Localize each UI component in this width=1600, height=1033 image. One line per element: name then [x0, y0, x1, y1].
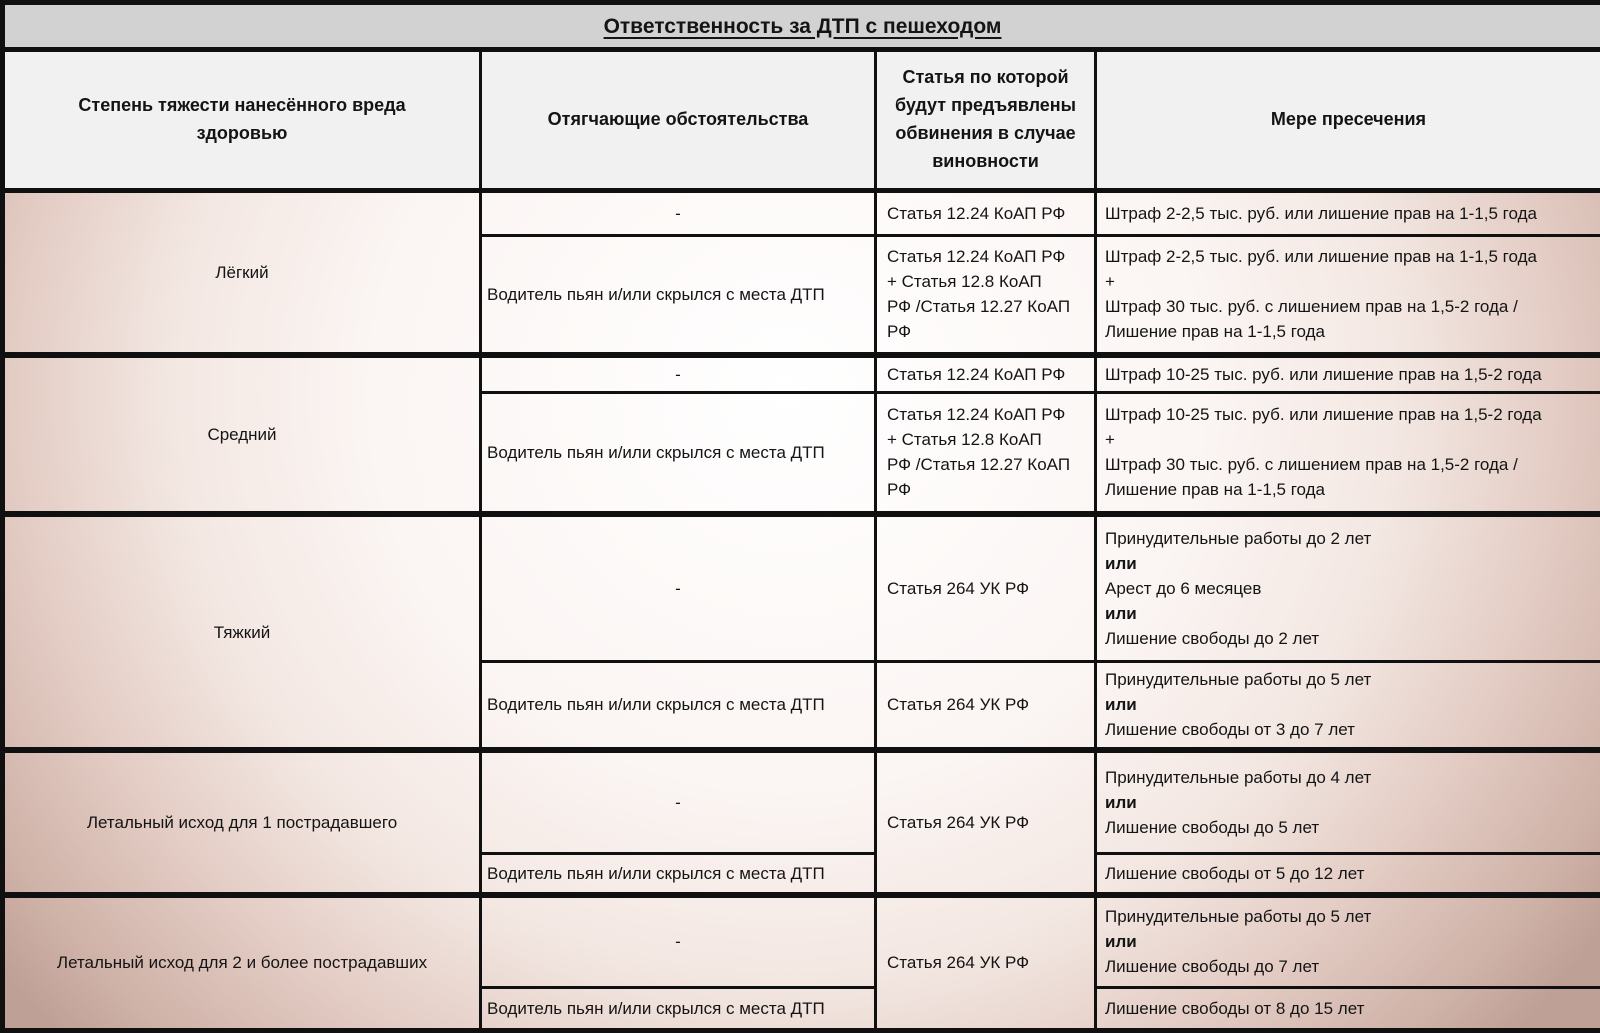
penalty-line: Лишение прав на 1-1,5 года: [1105, 319, 1594, 344]
col-header-aggravating-label: Отягчающие обстоятельства: [488, 106, 868, 134]
penalty-cell: Штраф 10-25 тыс. руб. или лишение прав н…: [1096, 392, 1600, 514]
penalty-line: Арест до 6 месяцев: [1105, 576, 1594, 601]
article-cell: Статья 12.24 КоАП РФ + Статья 12.8 КоАП …: [876, 392, 1096, 514]
penalty-line: Штраф 2-2,5 тыс. руб. или лишение прав н…: [1105, 201, 1594, 226]
header-row: Степень тяжести нанесённого вреда здоров…: [3, 50, 1600, 191]
table-row: Лёгкий - Статья 12.24 КоАП РФ Штраф 2-2,…: [3, 191, 1600, 236]
penalty-line: +: [1105, 269, 1594, 294]
penalty-line: или: [1105, 601, 1594, 626]
severity-cell: Тяжкий: [3, 514, 481, 750]
severity-cell: Средний: [3, 355, 481, 515]
penalty-line: Штраф 30 тыс. руб. с лишением прав на 1,…: [1105, 294, 1594, 319]
penalty-cell: Штраф 2-2,5 тыс. руб. или лишение прав н…: [1096, 236, 1600, 355]
table-title: Ответственность за ДТП с пешеходом: [3, 3, 1600, 50]
aggravating-cell: -: [481, 355, 876, 393]
aggravating-cell: -: [481, 514, 876, 661]
col-header-article: Статья по которой будут предъявлены обви…: [876, 50, 1096, 191]
article-cell: Статья 264 УК РФ: [876, 514, 1096, 661]
severity-cell: Летальный исход для 2 и более пострадавш…: [3, 895, 481, 1030]
article-cell: Статья 264 УК РФ: [876, 661, 1096, 750]
col-header-measure-label: Мере пресечения: [1103, 106, 1594, 134]
penalty-line: Принудительные работы до 5 лет: [1105, 667, 1594, 692]
penalty-line: Принудительные работы до 5 лет: [1105, 904, 1594, 929]
article-cell: Статья 12.24 КоАП РФ + Статья 12.8 КоАП …: [876, 236, 1096, 355]
penalty-line: или: [1105, 790, 1594, 815]
col-header-article-label: Статья по которой будут предъявлены обви…: [883, 64, 1088, 176]
col-header-measure: Мере пресечения: [1096, 50, 1600, 191]
penalty-line: Лишение свободы от 8 до 15 лет: [1105, 996, 1594, 1021]
penalty-line: +: [1105, 427, 1594, 452]
penalty-line: Штраф 30 тыс. руб. с лишением прав на 1,…: [1105, 452, 1594, 477]
table-row: Летальный исход для 2 и более пострадавш…: [3, 895, 1600, 987]
aggravating-cell: Водитель пьян и/или скрылся с места ДТП: [481, 661, 876, 750]
severity-cell: Лёгкий: [3, 191, 481, 355]
article-cell: Статья 264 УК РФ: [876, 750, 1096, 895]
aggravating-cell: -: [481, 191, 876, 236]
col-header-severity: Степень тяжести нанесённого вреда здоров…: [3, 50, 481, 191]
penalty-cell: Штраф 10-25 тыс. руб. или лишение прав н…: [1096, 355, 1600, 393]
table-row: Средний - Статья 12.24 КоАП РФ Штраф 10-…: [3, 355, 1600, 393]
title-row: Ответственность за ДТП с пешеходом: [3, 3, 1600, 50]
penalty-line: Лишение свободы до 2 лет: [1105, 626, 1594, 651]
penalty-line: Лишение свободы от 5 до 12 лет: [1105, 861, 1594, 886]
article-cell: Статья 264 УК РФ: [876, 895, 1096, 1030]
aggravating-cell: -: [481, 750, 876, 853]
penalty-cell: Лишение свободы от 8 до 15 лет: [1096, 987, 1600, 1030]
penalty-line: или: [1105, 929, 1594, 954]
aggravating-cell: Водитель пьян и/или скрылся с места ДТП: [481, 236, 876, 355]
penalty-line: Лишение свободы до 7 лет: [1105, 954, 1594, 979]
penalty-line: Принудительные работы до 4 лет: [1105, 765, 1594, 790]
table-title-text: Ответственность за ДТП с пешеходом: [604, 15, 1002, 38]
aggravating-cell: Водитель пьян и/или скрылся с места ДТП: [481, 392, 876, 514]
penalty-line: Лишение свободы от 3 до 7 лет: [1105, 717, 1594, 742]
aggravating-cell: Водитель пьян и/или скрылся с места ДТП: [481, 987, 876, 1030]
penalty-line: или: [1105, 692, 1594, 717]
penalty-line: Лишение свободы до 5 лет: [1105, 815, 1594, 840]
penalty-line: Штраф 2-2,5 тыс. руб. или лишение прав н…: [1105, 244, 1594, 269]
table-row: Тяжкий - Статья 264 УК РФ Принудительные…: [3, 514, 1600, 661]
aggravating-cell: Водитель пьян и/или скрылся с места ДТП: [481, 853, 876, 895]
severity-cell: Летальный исход для 1 пострадавшего: [3, 750, 481, 895]
table-row: Летальный исход для 1 пострадавшего - Ст…: [3, 750, 1600, 853]
penalty-line: Принудительные работы до 2 лет: [1105, 526, 1594, 551]
penalty-cell: Штраф 2-2,5 тыс. руб. или лишение прав н…: [1096, 191, 1600, 236]
col-header-severity-label: Степень тяжести нанесённого вреда здоров…: [42, 92, 442, 148]
article-cell: Статья 12.24 КоАП РФ: [876, 191, 1096, 236]
penalty-line: или: [1105, 551, 1594, 576]
col-header-aggravating: Отягчающие обстоятельства: [481, 50, 876, 191]
aggravating-cell: -: [481, 895, 876, 987]
article-cell: Статья 12.24 КоАП РФ: [876, 355, 1096, 393]
penalty-cell: Лишение свободы от 5 до 12 лет: [1096, 853, 1600, 895]
penalty-line: Штраф 10-25 тыс. руб. или лишение прав н…: [1105, 362, 1594, 387]
penalty-line: Штраф 10-25 тыс. руб. или лишение прав н…: [1105, 402, 1594, 427]
penalty-line: Лишение прав на 1-1,5 года: [1105, 477, 1594, 502]
